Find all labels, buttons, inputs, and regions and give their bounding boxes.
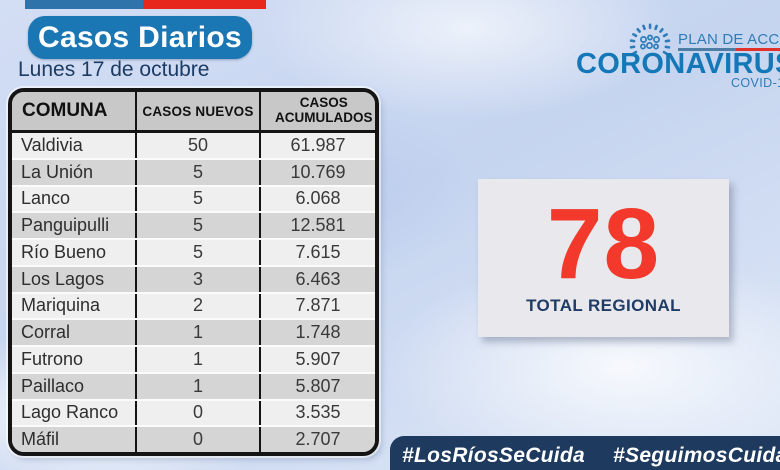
underline-blue-segment	[678, 48, 736, 51]
plan-de-accion-label: PLAN DE ACCIÓN	[678, 31, 780, 48]
hashtag-bar: #LosRíosSeCuida #SeguimosCuidándonos	[390, 436, 780, 470]
flag-red-segment	[143, 0, 266, 9]
table-header-row: COMUNA CASOS NUEVOS CASOS ACUMULADOS	[12, 92, 375, 133]
casos-nuevos-cell: 5	[135, 213, 259, 238]
comuna-cell: Paillaco	[21, 375, 85, 396]
col-header-comuna: COMUNA	[22, 100, 108, 121]
casos-nuevos-cell: 5	[135, 186, 259, 212]
comuna-cell: Valdivia	[21, 134, 83, 155]
comuna-cell: Máfil	[21, 429, 60, 450]
total-card: 78 TOTAL REGIONAL	[478, 179, 729, 337]
casos-nuevos-cell: 3	[135, 266, 259, 292]
casos-acumulados-cell: 5.907	[259, 347, 375, 372]
table-row: Mariquina 2 7.871	[12, 291, 375, 319]
table-row: Panguipulli 5 12.581	[12, 211, 375, 238]
table-row: Lago Ranco 0 3.535	[12, 398, 375, 426]
casos-acumulados-cell: 6.463	[259, 266, 375, 292]
chile-flag-ribbon	[25, 0, 266, 9]
page-title: Casos Diarios	[28, 16, 252, 59]
casos-acumulados-cell: 7.871	[259, 293, 375, 319]
comuna-cell: Los Lagos	[21, 268, 105, 289]
comuna-cell: Panguipulli	[21, 215, 110, 236]
casos-nuevos-cell: 50	[135, 133, 259, 158]
comuna-cell: Lago Ranco	[21, 402, 119, 423]
casos-acumulados-cell: 1.748	[259, 320, 375, 345]
casos-nuevos-cell: 5	[135, 159, 259, 185]
cases-table: COMUNA CASOS NUEVOS CASOS ACUMULADOS Val…	[8, 88, 379, 456]
underline-red-segment	[736, 48, 780, 51]
coronavirus-wordmark: CORONAVIRUS	[576, 48, 780, 80]
casos-nuevos-cell: 1	[135, 320, 259, 345]
casos-acumulados-cell: 10.769	[259, 159, 375, 185]
table-row: Corral 1 1.748	[12, 318, 375, 345]
col-header-casos-acumulados: CASOS ACUMULADOS	[259, 92, 375, 130]
comuna-cell: La Unión	[21, 161, 94, 182]
comuna-cell: Mariquina	[21, 295, 101, 316]
casos-nuevos-cell: 1	[135, 373, 259, 399]
hashtag-los-rios-se-cuida: #LosRíosSeCuida	[402, 444, 586, 467]
table-row: Lanco 5 6.068	[12, 184, 375, 212]
flag-blue-segment	[25, 0, 143, 9]
table-row: Río Bueno 5 7.615	[12, 238, 375, 265]
casos-acumulados-cell: 5.807	[259, 373, 375, 399]
col-header-casos-nuevos: CASOS NUEVOS	[135, 92, 259, 130]
casos-nuevos-cell: 0	[135, 427, 259, 452]
table-body: Valdivia 50 61.987 La Unión 5 10.769 Lanco 5 6…	[12, 133, 375, 452]
casos-acumulados-cell: 3.535	[259, 400, 375, 426]
comuna-cell: Lanco	[21, 188, 71, 209]
hashtag-seguimos-cuidandonos: #SeguimosCuidándonos	[613, 444, 780, 467]
covid19-label: COVID-19	[731, 76, 780, 90]
comuna-cell: Corral	[21, 322, 71, 343]
casos-acumulados-cell: 2.707	[259, 427, 375, 452]
casos-nuevos-cell: 5	[135, 240, 259, 265]
casos-nuevos-cell: 2	[135, 293, 259, 319]
table-row: La Unión 5 10.769	[12, 157, 375, 185]
casos-acumulados-cell: 7.615	[259, 240, 375, 265]
logo-flag-underline	[678, 48, 780, 51]
total-label: TOTAL REGIONAL	[526, 296, 681, 315]
comuna-cell: Río Bueno	[21, 241, 107, 262]
casos-nuevos-cell: 0	[135, 400, 259, 426]
comuna-cell: Futrono	[21, 348, 84, 369]
casos-acumulados-cell: 6.068	[259, 186, 375, 212]
table-row: Futrono 1 5.907	[12, 345, 375, 372]
casos-acumulados-cell: 12.581	[259, 213, 375, 238]
total-value: 78	[546, 188, 661, 300]
table-row: Paillaco 1 5.807	[12, 371, 375, 399]
casos-nuevos-cell: 1	[135, 347, 259, 372]
report-date: Lunes 17 de octubre	[18, 58, 210, 81]
table-row: Los Lagos 3 6.463	[12, 264, 375, 292]
table-row: Valdivia 50 61.987	[12, 133, 375, 158]
virus-icon	[629, 23, 671, 55]
casos-acumulados-cell: 61.987	[259, 133, 375, 158]
table-row: Máfil 0 2.707	[12, 425, 375, 452]
